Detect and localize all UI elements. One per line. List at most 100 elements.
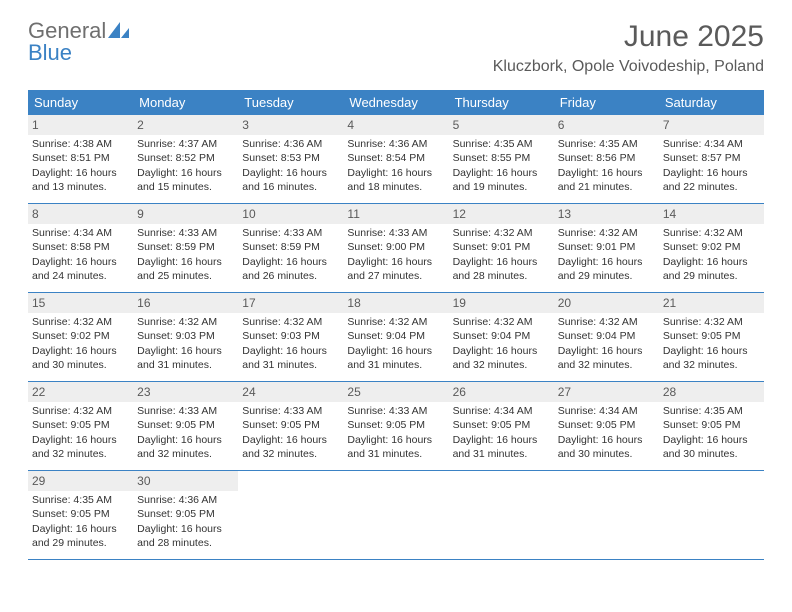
day-body: Sunrise: 4:32 AMSunset: 9:01 PMDaylight:… [554, 226, 659, 287]
sunset-line: Sunset: 8:58 PM [32, 240, 129, 254]
calendar: Sunday Monday Tuesday Wednesday Thursday… [28, 90, 764, 560]
daylight-line: Daylight: 16 hours and 32 minutes. [453, 344, 550, 372]
sunrise-line: Sunrise: 4:32 AM [242, 315, 339, 329]
day-cell: 5Sunrise: 4:35 AMSunset: 8:55 PMDaylight… [449, 115, 554, 203]
dow-wednesday: Wednesday [343, 90, 448, 115]
sunset-line: Sunset: 8:53 PM [242, 151, 339, 165]
sunset-line: Sunset: 8:52 PM [137, 151, 234, 165]
day-cell: 26Sunrise: 4:34 AMSunset: 9:05 PMDayligh… [449, 382, 554, 470]
day-body: Sunrise: 4:34 AMSunset: 9:05 PMDaylight:… [449, 404, 554, 465]
day-number: 15 [28, 293, 133, 313]
day-body: Sunrise: 4:33 AMSunset: 8:59 PMDaylight:… [238, 226, 343, 287]
day-number: 30 [133, 471, 238, 491]
daylight-line: Daylight: 16 hours and 31 minutes. [347, 344, 444, 372]
week-row: 1Sunrise: 4:38 AMSunset: 8:51 PMDaylight… [28, 115, 764, 204]
day-cell: 29Sunrise: 4:35 AMSunset: 9:05 PMDayligh… [28, 471, 133, 559]
daylight-line: Daylight: 16 hours and 32 minutes. [137, 433, 234, 461]
day-number: 1 [28, 115, 133, 135]
day-cell [343, 471, 448, 559]
day-body: Sunrise: 4:32 AMSunset: 9:02 PMDaylight:… [28, 315, 133, 376]
week-row: 29Sunrise: 4:35 AMSunset: 9:05 PMDayligh… [28, 471, 764, 560]
sunrise-line: Sunrise: 4:36 AM [242, 137, 339, 151]
day-body: Sunrise: 4:32 AMSunset: 9:03 PMDaylight:… [238, 315, 343, 376]
day-cell: 14Sunrise: 4:32 AMSunset: 9:02 PMDayligh… [659, 204, 764, 292]
sunset-line: Sunset: 9:04 PM [347, 329, 444, 343]
day-cell: 27Sunrise: 4:34 AMSunset: 9:05 PMDayligh… [554, 382, 659, 470]
day-number: 20 [554, 293, 659, 313]
daylight-line: Daylight: 16 hours and 30 minutes. [663, 433, 760, 461]
daylight-line: Daylight: 16 hours and 30 minutes. [32, 344, 129, 372]
sunrise-line: Sunrise: 4:32 AM [453, 315, 550, 329]
sunset-line: Sunset: 9:03 PM [137, 329, 234, 343]
day-cell: 17Sunrise: 4:32 AMSunset: 9:03 PMDayligh… [238, 293, 343, 381]
day-number: 17 [238, 293, 343, 313]
day-cell: 3Sunrise: 4:36 AMSunset: 8:53 PMDaylight… [238, 115, 343, 203]
sunrise-line: Sunrise: 4:37 AM [137, 137, 234, 151]
sunrise-line: Sunrise: 4:32 AM [558, 226, 655, 240]
day-body: Sunrise: 4:35 AMSunset: 8:56 PMDaylight:… [554, 137, 659, 198]
sunset-line: Sunset: 9:05 PM [453, 418, 550, 432]
sunset-line: Sunset: 8:51 PM [32, 151, 129, 165]
sunset-line: Sunset: 8:54 PM [347, 151, 444, 165]
day-cell: 21Sunrise: 4:32 AMSunset: 9:05 PMDayligh… [659, 293, 764, 381]
daylight-line: Daylight: 16 hours and 21 minutes. [558, 166, 655, 194]
day-body: Sunrise: 4:35 AMSunset: 9:05 PMDaylight:… [659, 404, 764, 465]
sunrise-line: Sunrise: 4:32 AM [32, 315, 129, 329]
week-row: 22Sunrise: 4:32 AMSunset: 9:05 PMDayligh… [28, 382, 764, 471]
day-cell: 28Sunrise: 4:35 AMSunset: 9:05 PMDayligh… [659, 382, 764, 470]
daylight-line: Daylight: 16 hours and 28 minutes. [137, 522, 234, 550]
day-body: Sunrise: 4:35 AMSunset: 9:05 PMDaylight:… [28, 493, 133, 554]
daylight-line: Daylight: 16 hours and 24 minutes. [32, 255, 129, 283]
daylight-line: Daylight: 16 hours and 22 minutes. [663, 166, 760, 194]
day-body: Sunrise: 4:32 AMSunset: 9:05 PMDaylight:… [28, 404, 133, 465]
sunset-line: Sunset: 9:05 PM [558, 418, 655, 432]
day-body: Sunrise: 4:33 AMSunset: 9:05 PMDaylight:… [133, 404, 238, 465]
logo-sail-icon [108, 22, 130, 38]
day-cell: 18Sunrise: 4:32 AMSunset: 9:04 PMDayligh… [343, 293, 448, 381]
daylight-line: Daylight: 16 hours and 25 minutes. [137, 255, 234, 283]
day-cell: 4Sunrise: 4:36 AMSunset: 8:54 PMDaylight… [343, 115, 448, 203]
day-cell: 24Sunrise: 4:33 AMSunset: 9:05 PMDayligh… [238, 382, 343, 470]
day-number: 8 [28, 204, 133, 224]
sunset-line: Sunset: 9:05 PM [32, 507, 129, 521]
day-cell [659, 471, 764, 559]
sunset-line: Sunset: 9:05 PM [347, 418, 444, 432]
location-text: Kluczbork, Opole Voivodeship, Poland [493, 58, 764, 76]
sunrise-line: Sunrise: 4:32 AM [663, 226, 760, 240]
dow-sunday: Sunday [28, 90, 133, 115]
sunset-line: Sunset: 9:02 PM [32, 329, 129, 343]
sunrise-line: Sunrise: 4:35 AM [558, 137, 655, 151]
day-number: 14 [659, 204, 764, 224]
day-cell [238, 471, 343, 559]
day-number: 7 [659, 115, 764, 135]
daylight-line: Daylight: 16 hours and 31 minutes. [137, 344, 234, 372]
sunset-line: Sunset: 9:05 PM [663, 418, 760, 432]
day-cell: 20Sunrise: 4:32 AMSunset: 9:04 PMDayligh… [554, 293, 659, 381]
daylight-line: Daylight: 16 hours and 30 minutes. [558, 433, 655, 461]
sunset-line: Sunset: 9:03 PM [242, 329, 339, 343]
day-body: Sunrise: 4:32 AMSunset: 9:02 PMDaylight:… [659, 226, 764, 287]
sunset-line: Sunset: 9:01 PM [558, 240, 655, 254]
week-row: 8Sunrise: 4:34 AMSunset: 8:58 PMDaylight… [28, 204, 764, 293]
day-number: 12 [449, 204, 554, 224]
day-cell: 30Sunrise: 4:36 AMSunset: 9:05 PMDayligh… [133, 471, 238, 559]
day-number: 11 [343, 204, 448, 224]
day-body: Sunrise: 4:34 AMSunset: 9:05 PMDaylight:… [554, 404, 659, 465]
sunset-line: Sunset: 9:01 PM [453, 240, 550, 254]
dow-thursday: Thursday [449, 90, 554, 115]
day-number: 24 [238, 382, 343, 402]
daylight-line: Daylight: 16 hours and 29 minutes. [32, 522, 129, 550]
daylight-line: Daylight: 16 hours and 27 minutes. [347, 255, 444, 283]
sunset-line: Sunset: 8:56 PM [558, 151, 655, 165]
daylight-line: Daylight: 16 hours and 32 minutes. [558, 344, 655, 372]
sunrise-line: Sunrise: 4:34 AM [558, 404, 655, 418]
day-cell [554, 471, 659, 559]
day-cell: 22Sunrise: 4:32 AMSunset: 9:05 PMDayligh… [28, 382, 133, 470]
daylight-line: Daylight: 16 hours and 18 minutes. [347, 166, 444, 194]
day-cell: 9Sunrise: 4:33 AMSunset: 8:59 PMDaylight… [133, 204, 238, 292]
sunset-line: Sunset: 9:04 PM [453, 329, 550, 343]
daylight-line: Daylight: 16 hours and 31 minutes. [242, 344, 339, 372]
day-cell: 8Sunrise: 4:34 AMSunset: 8:58 PMDaylight… [28, 204, 133, 292]
daylight-line: Daylight: 16 hours and 32 minutes. [32, 433, 129, 461]
day-cell: 25Sunrise: 4:33 AMSunset: 9:05 PMDayligh… [343, 382, 448, 470]
